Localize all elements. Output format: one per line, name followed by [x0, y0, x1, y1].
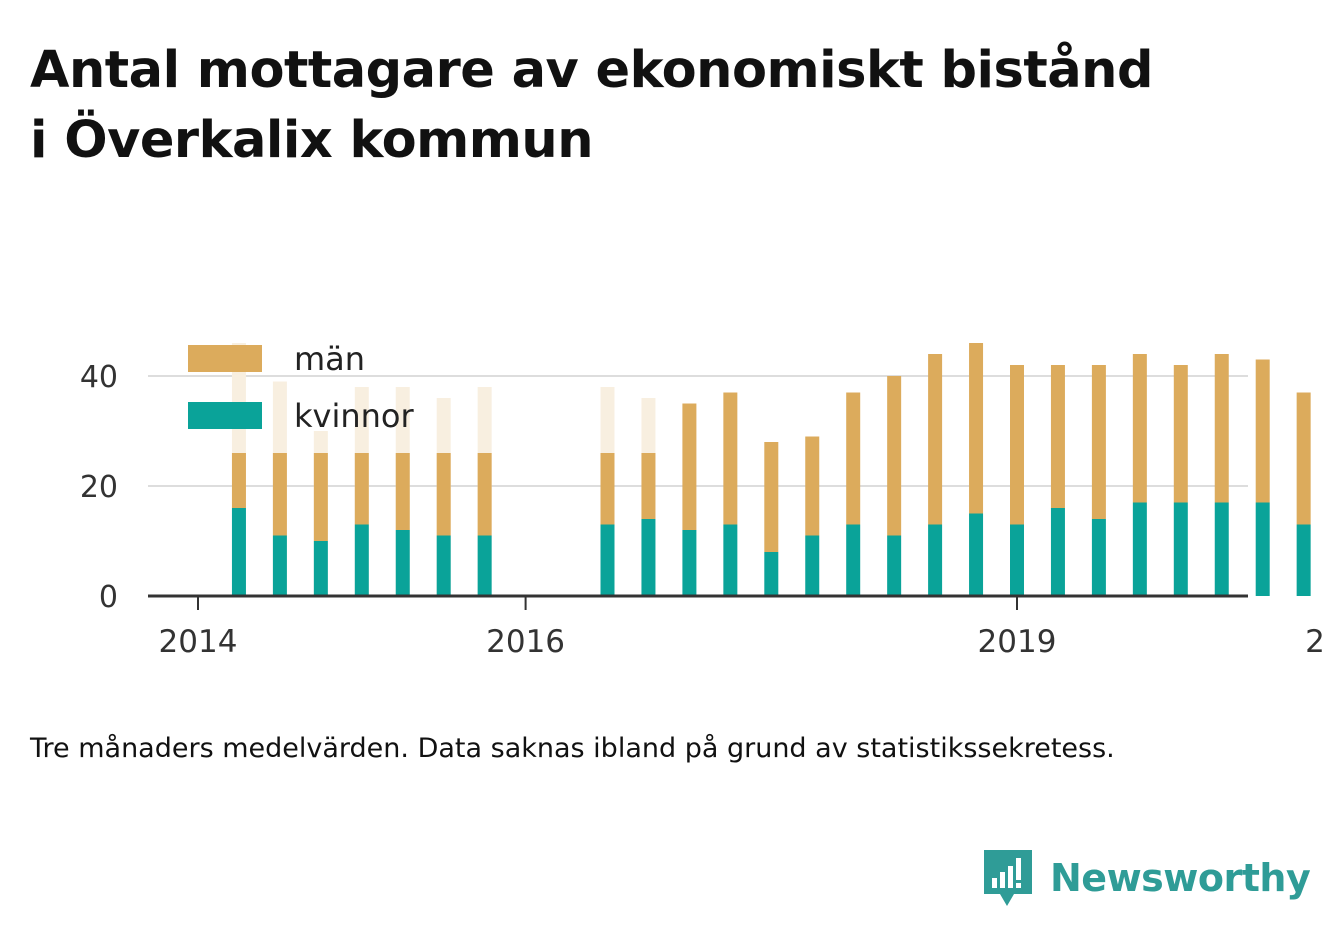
bar-man — [1296, 392, 1311, 525]
x-tick-label: 2021 — [1305, 624, 1322, 660]
bar-man — [354, 453, 369, 525]
bar-man — [1255, 359, 1270, 503]
x-tick-label: 2016 — [486, 624, 565, 660]
bar-kvinnor — [1255, 502, 1270, 596]
legend-swatch-kvinnor — [188, 402, 262, 429]
bar-kvinnor — [313, 541, 328, 596]
x-tick-label: 2019 — [978, 624, 1057, 660]
bar-man — [887, 376, 902, 536]
bar-kvinnor — [436, 535, 451, 596]
legend-label-man: män — [294, 340, 365, 378]
bar-kvinnor — [1091, 519, 1106, 596]
bar-kvinnor — [805, 535, 820, 596]
newsworthy-logo-icon — [984, 850, 1032, 906]
bar-kvinnor — [928, 524, 943, 596]
bar-man — [805, 436, 820, 536]
bar-man — [1050, 365, 1065, 508]
y-tick-label: 40 — [80, 360, 118, 395]
bar-man — [395, 453, 410, 530]
bar-kvinnor — [1214, 502, 1229, 596]
y-tick-label: 20 — [80, 470, 118, 505]
bar-man — [1091, 365, 1106, 519]
legend-swatch-man — [188, 345, 262, 372]
bar-man — [682, 403, 697, 530]
bar-man — [272, 453, 287, 536]
bar-kvinnor — [354, 524, 369, 596]
bar-kvinnor — [1050, 508, 1065, 596]
bar-kvinnor — [764, 552, 779, 596]
y-tick-label: 0 — [99, 580, 118, 615]
bar-kvinnor — [969, 513, 984, 596]
bar-man — [1132, 354, 1147, 503]
bar-man — [764, 442, 779, 552]
bar-kvinnor — [231, 508, 246, 596]
brand-logo[interactable]: Newsworthy — [980, 848, 1311, 908]
bar-man — [969, 343, 984, 514]
bar-man — [1214, 354, 1229, 503]
bar-kvinnor — [395, 530, 410, 596]
bar-man — [231, 453, 246, 508]
bar-man — [846, 392, 861, 525]
bar-kvinnor — [723, 524, 738, 596]
legend-label-kvinnor: kvinnor — [294, 397, 415, 435]
bar-kvinnor — [272, 535, 287, 596]
bar-man — [641, 453, 656, 519]
bar-kvinnor — [887, 535, 902, 596]
footnote: Tre månaders medelvärden. Data saknas ib… — [30, 733, 1115, 764]
brand-name: Newsworthy — [1050, 856, 1311, 900]
bar-man — [1010, 365, 1024, 525]
bar-man — [723, 392, 738, 525]
chart-title-line-2: i Överkalix kommun — [30, 111, 594, 170]
bar-man — [313, 453, 328, 541]
bar-man — [928, 354, 943, 525]
bar-kvinnor — [1132, 502, 1147, 596]
bar-kvinnor — [1010, 524, 1024, 596]
x-tick-label: 2014 — [159, 624, 238, 660]
bar-man — [600, 453, 615, 525]
bar-man — [436, 453, 451, 536]
bar-man — [1173, 365, 1188, 503]
chart-title: Antal mottagare av ekonomiskt bistånd i … — [30, 36, 1300, 176]
bar-kvinnor — [600, 524, 615, 596]
bar-kvinnor — [641, 519, 656, 596]
bar-kvinnor — [1173, 502, 1188, 596]
chart-title-line-1: Antal mottagare av ekonomiskt bistånd — [30, 41, 1154, 100]
bar-kvinnor — [846, 524, 861, 596]
bar-man — [477, 453, 492, 536]
bar-kvinnor — [1296, 524, 1311, 596]
bar-kvinnor — [682, 530, 697, 596]
bar-kvinnor — [477, 535, 492, 596]
